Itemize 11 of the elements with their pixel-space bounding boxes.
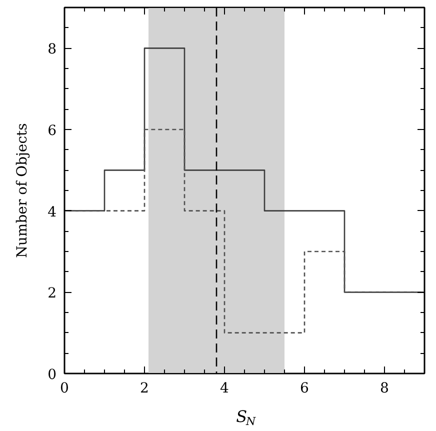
x-tick-label: 2 bbox=[140, 380, 149, 396]
x-tick-label: 8 bbox=[380, 380, 389, 396]
y-tick-label: 8 bbox=[48, 42, 57, 58]
y-tick-label: 2 bbox=[48, 286, 57, 302]
x-tick-label: 4 bbox=[220, 380, 230, 396]
y-tick-label: 4 bbox=[48, 204, 57, 220]
y-axis-title: Number of Objects bbox=[14, 123, 31, 258]
y-tick-label: 6 bbox=[48, 123, 57, 139]
x-tick-label: 6 bbox=[300, 380, 310, 396]
y-tick-label: 0 bbox=[48, 367, 57, 383]
x-tick-label: 0 bbox=[60, 380, 69, 396]
